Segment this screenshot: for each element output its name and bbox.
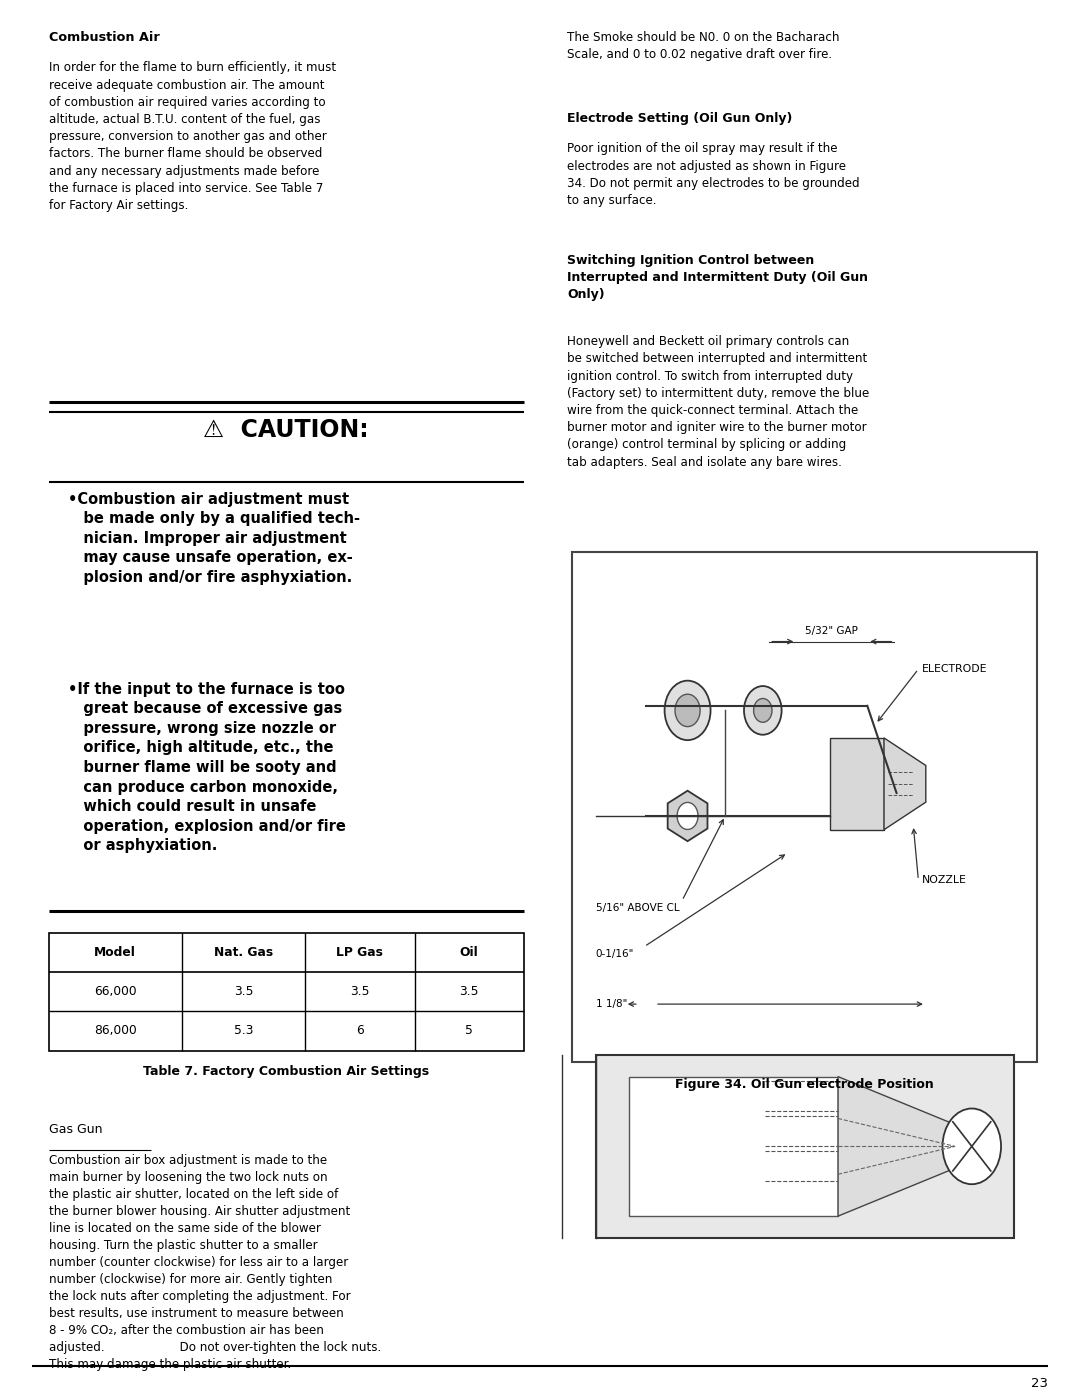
Polygon shape bbox=[667, 791, 707, 841]
Text: Electrode Setting (Oil Gun Only): Electrode Setting (Oil Gun Only) bbox=[567, 112, 793, 124]
Text: 5: 5 bbox=[465, 1024, 473, 1038]
Text: Gas Gun: Gas Gun bbox=[49, 1123, 103, 1136]
Text: Figure 34. Oil Gun electrode Position: Figure 34. Oil Gun electrode Position bbox=[675, 1078, 934, 1091]
Text: Poor ignition of the oil spray may result if the
electrodes are not adjusted as : Poor ignition of the oil spray may resul… bbox=[567, 142, 860, 207]
Bar bbox=[596, 1055, 1014, 1238]
Text: Model: Model bbox=[94, 946, 136, 960]
Circle shape bbox=[754, 698, 772, 722]
Bar bbox=[629, 1077, 838, 1217]
Text: 5.3: 5.3 bbox=[233, 1024, 253, 1038]
Text: Honeywell and Beckett oil primary controls can
be switched between interrupted a: Honeywell and Beckett oil primary contro… bbox=[567, 335, 869, 468]
Text: 23: 23 bbox=[1030, 1377, 1048, 1390]
Text: ELECTRODE: ELECTRODE bbox=[921, 664, 987, 675]
Circle shape bbox=[664, 680, 711, 740]
Text: Table 7. Factory Combustion Air Settings: Table 7. Factory Combustion Air Settings bbox=[144, 1065, 429, 1077]
Circle shape bbox=[675, 694, 700, 726]
Text: In order for the flame to burn efficiently, it must
receive adequate combustion : In order for the flame to burn efficient… bbox=[49, 61, 336, 212]
Text: Combustion air box adjustment is made to the
main burner by loosening the two lo: Combustion air box adjustment is made to… bbox=[49, 1154, 381, 1370]
Text: 86,000: 86,000 bbox=[94, 1024, 136, 1038]
Text: The Smoke should be N0. 0 on the Bacharach
Scale, and 0 to 0.02 negative draft o: The Smoke should be N0. 0 on the Bachara… bbox=[567, 31, 839, 61]
Text: •If the input to the furnace is too
   great because of excessive gas
   pressur: •If the input to the furnace is too grea… bbox=[68, 682, 346, 854]
Text: 0-1/16": 0-1/16" bbox=[596, 949, 634, 958]
Text: 66,000: 66,000 bbox=[94, 985, 136, 999]
Circle shape bbox=[744, 686, 782, 735]
Text: Oil: Oil bbox=[460, 946, 478, 960]
Text: LP Gas: LP Gas bbox=[336, 946, 383, 960]
Text: 3.5: 3.5 bbox=[233, 985, 253, 999]
Bar bbox=[829, 738, 885, 830]
Text: 1 1/8": 1 1/8" bbox=[596, 999, 627, 1009]
Text: 3.5: 3.5 bbox=[350, 985, 369, 999]
Text: 3.5: 3.5 bbox=[459, 985, 478, 999]
Text: NOZZLE: NOZZLE bbox=[921, 875, 967, 886]
Text: 6: 6 bbox=[356, 1024, 364, 1038]
Text: 5/16" ABOVE CL: 5/16" ABOVE CL bbox=[596, 902, 679, 912]
Bar bbox=[49, 933, 524, 1051]
Text: •Combustion air adjustment must
   be made only by a qualified tech-
   nician. : •Combustion air adjustment must be made … bbox=[68, 492, 360, 585]
Text: ⚠  CAUTION:: ⚠ CAUTION: bbox=[203, 418, 369, 441]
Circle shape bbox=[677, 802, 698, 830]
Text: Switching Ignition Control between
Interrupted and Intermittent Duty (Oil Gun
On: Switching Ignition Control between Inter… bbox=[567, 254, 868, 300]
Circle shape bbox=[943, 1109, 1001, 1185]
Polygon shape bbox=[838, 1077, 963, 1217]
Polygon shape bbox=[885, 738, 926, 830]
Bar bbox=[572, 552, 1037, 1062]
Text: Combustion Air: Combustion Air bbox=[49, 31, 160, 43]
Text: Nat. Gas: Nat. Gas bbox=[214, 946, 273, 960]
Text: 5/32" GAP: 5/32" GAP bbox=[806, 626, 859, 636]
